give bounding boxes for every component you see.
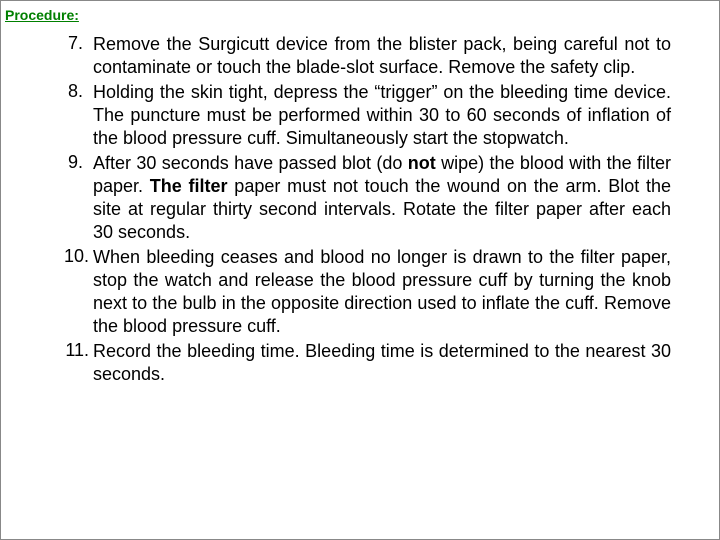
- list-item: 7. Remove the Surgicutt device from the …: [49, 33, 671, 79]
- item-text: When bleeding ceases and blood no longer…: [93, 246, 671, 338]
- item-text: After 30 seconds have passed blot (do no…: [93, 152, 671, 244]
- item-number: 11.: [49, 340, 93, 386]
- procedure-list: 7. Remove the Surgicutt device from the …: [1, 25, 719, 396]
- item-number: 9.: [49, 152, 93, 244]
- item-text: Record the bleeding time. Bleeding time …: [93, 340, 671, 386]
- item-text: Holding the skin tight, depress the “tri…: [93, 81, 671, 150]
- item-text: Remove the Surgicutt device from the bli…: [93, 33, 671, 79]
- procedure-header: Procedure:: [1, 1, 719, 25]
- item-number: 10.: [49, 246, 93, 338]
- list-item: 9. After 30 seconds have passed blot (do…: [49, 152, 671, 244]
- item-number: 7.: [49, 33, 93, 79]
- list-item: 8. Holding the skin tight, depress the “…: [49, 81, 671, 150]
- item-number: 8.: [49, 81, 93, 150]
- list-item: 10. When bleeding ceases and blood no lo…: [49, 246, 671, 338]
- list-item: 11. Record the bleeding time. Bleeding t…: [49, 340, 671, 386]
